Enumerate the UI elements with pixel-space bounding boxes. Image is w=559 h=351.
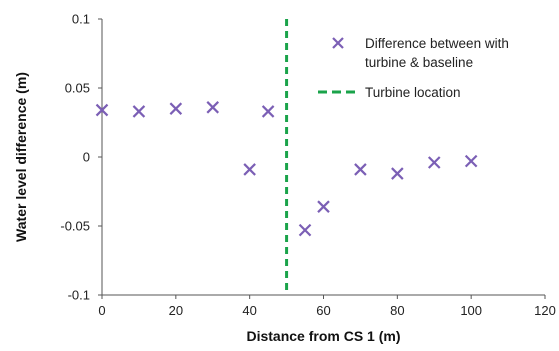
- axes: [101, 19, 545, 296]
- x-tick-label: 20: [169, 303, 183, 318]
- data-point: [206, 101, 220, 114]
- y-tick-label: -0.1: [68, 288, 90, 303]
- y-tick-label: -0.05: [60, 219, 90, 234]
- data-point: [354, 163, 367, 176]
- data-point-stroke: [317, 200, 330, 213]
- data-points-layer: [95, 101, 478, 237]
- legend-marker-x-icon: [332, 37, 344, 49]
- data-point-stroke: [427, 156, 441, 169]
- x-tick-label: 60: [316, 303, 330, 318]
- legend-label-series-line-2: turbine & baseline: [365, 55, 473, 70]
- legend-label-turbine-location: Turbine location: [365, 85, 461, 100]
- data-point: [298, 223, 312, 237]
- data-point-stroke: [464, 154, 478, 168]
- data-point-stroke: [95, 103, 109, 117]
- data-point-stroke: [132, 105, 146, 118]
- x-tick-label: 0: [98, 303, 105, 318]
- x-tick-label: 40: [242, 303, 256, 318]
- data-point: [132, 105, 146, 118]
- legend: Difference between with turbine & baseli…: [318, 36, 509, 100]
- x-axis-ticks: 0 20 40 60 80 100 120: [98, 295, 556, 318]
- data-point-stroke: [298, 223, 312, 237]
- data-point: [261, 105, 275, 118]
- y-tick-label: 0.1: [72, 12, 90, 27]
- y-tick-label: 0.05: [65, 81, 90, 96]
- data-point: [317, 200, 330, 213]
- data-point: [95, 103, 109, 117]
- data-point-stroke: [261, 105, 275, 118]
- data-point: [464, 154, 478, 168]
- x-axis-title: Distance from CS 1 (m): [246, 328, 400, 344]
- data-point: [391, 167, 404, 180]
- data-point-stroke: [206, 101, 220, 114]
- data-point: [169, 102, 183, 115]
- data-point-stroke: [169, 102, 183, 115]
- data-point-stroke: [391, 167, 404, 180]
- data-point: [427, 156, 441, 169]
- y-axis-ticks: -0.1 -0.05 0 0.05 0.1: [60, 12, 102, 303]
- legend-marker-stroke: [332, 37, 344, 49]
- x-tick-label: 100: [460, 303, 482, 318]
- y-axis-title: Water level difference (m): [13, 72, 29, 242]
- data-point: [243, 163, 256, 176]
- legend-label-series-line-1: Difference between with: [365, 36, 509, 51]
- data-point-stroke: [354, 163, 367, 176]
- data-point-stroke: [243, 163, 256, 176]
- x-tick-label: 120: [534, 303, 556, 318]
- y-tick-label: 0: [83, 150, 90, 165]
- x-tick-label: 80: [390, 303, 404, 318]
